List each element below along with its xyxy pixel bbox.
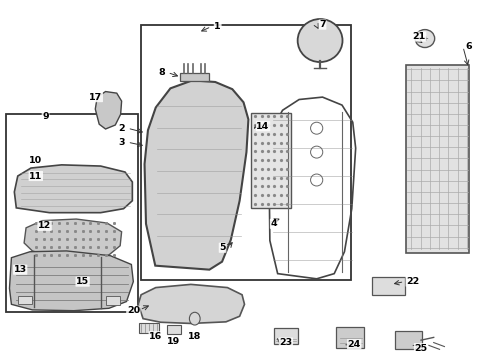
Bar [105,296,120,305]
Text: 24: 24 [347,340,360,349]
Bar [335,328,364,348]
Bar [180,73,209,81]
Text: 25: 25 [414,344,427,353]
Text: 17: 17 [89,93,102,102]
Bar [139,323,159,333]
Text: 2: 2 [118,124,124,133]
Text: 19: 19 [167,337,180,346]
Text: 16: 16 [149,332,162,341]
Text: +: + [421,36,427,41]
Text: 18: 18 [188,332,201,341]
Bar [406,65,468,252]
Polygon shape [144,80,248,270]
Text: 22: 22 [405,277,419,286]
Polygon shape [138,284,244,323]
Bar [141,26,350,280]
Ellipse shape [414,30,434,48]
Ellipse shape [189,312,200,325]
Polygon shape [14,165,132,213]
Bar [167,325,181,334]
Text: 9: 9 [42,112,49,121]
Text: 5: 5 [219,243,225,252]
Text: 12: 12 [38,221,51,230]
Ellipse shape [297,19,342,62]
Text: 4: 4 [270,219,277,228]
Text: 11: 11 [29,171,42,180]
Text: 13: 13 [14,265,27,274]
Polygon shape [24,219,122,258]
Bar [394,332,421,349]
Bar [273,328,298,344]
Bar [371,277,405,295]
Text: 7: 7 [319,20,325,29]
Text: 6: 6 [465,42,471,51]
Text: 23: 23 [279,338,292,347]
Text: 14: 14 [256,122,269,131]
Text: 15: 15 [76,277,89,286]
Polygon shape [9,251,133,311]
Bar [5,114,138,312]
Text: 10: 10 [29,156,42,165]
Text: 1: 1 [214,22,221,31]
Bar [18,296,32,304]
Text: 21: 21 [411,32,425,41]
Text: 8: 8 [158,68,164,77]
Text: 20: 20 [126,306,140,315]
Bar [251,113,291,208]
Polygon shape [95,91,122,129]
Text: 3: 3 [118,138,124,147]
